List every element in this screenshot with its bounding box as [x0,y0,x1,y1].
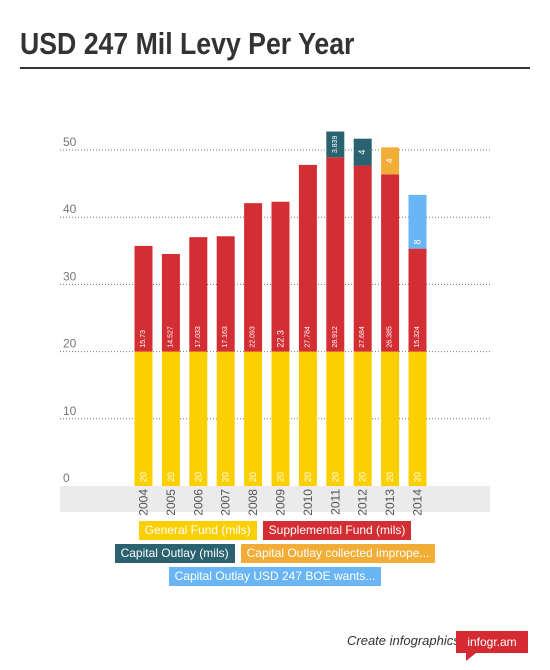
bar-value-label: 20 [221,472,231,482]
x-tick-label: 2009 [274,489,288,516]
bar-segment [216,236,235,352]
y-tick-label: 40 [63,202,77,216]
bar-segment [298,351,317,486]
bar-value-label: 20 [193,472,203,482]
x-tick-label: 2012 [356,489,370,516]
y-tick-label: 50 [63,135,77,149]
bar-segment [381,147,400,175]
y-tick-label: 20 [63,337,77,351]
bar-value-label: 22.3 [276,330,286,348]
bar-segment [134,351,153,486]
x-tick-label: 2007 [219,489,233,516]
bar-value-label: 4 [357,150,367,155]
chart-legend: General Fund (mils) Supplemental Fund (m… [0,521,550,590]
legend-row: Capital Outlay (mils) Capital Outlay col… [0,544,550,563]
bar-value-label: 14.527 [167,326,174,348]
chart-title: USD 247 Mil Levy Per Year [20,26,355,61]
bar-value-label: 20 [248,472,258,482]
x-tick-label: 2008 [246,489,260,516]
x-tick-label: 2010 [301,489,315,516]
x-axis-band [60,486,490,512]
bar-value-label: 27.784 [304,326,311,348]
bar-segment [353,351,372,486]
bar-segment [381,174,400,352]
brand-logo[interactable]: infogr.am [456,631,528,661]
footer-text[interactable]: Create infographics [347,633,460,648]
bar-segment [161,253,180,352]
y-tick-label: 0 [63,471,70,485]
x-tick-label: 2014 [411,489,425,516]
bar-value-label: 15.73 [140,330,147,348]
legend-item-capital-outlay-boe[interactable]: Capital Outlay USD 247 BOE wants... [168,567,382,586]
bar-value-label: 22.093 [250,326,257,348]
bar-segment [244,203,263,352]
bar-segment [353,138,372,166]
bar-segment [326,351,345,486]
bar-segment [244,351,263,486]
bar-value-label: 17.163 [222,326,229,348]
bar-value-label: 20 [303,472,313,482]
legend-row: General Fund (mils) Supplemental Fund (m… [0,521,550,540]
legend-row: Capital Outlay USD 247 BOE wants... [0,567,550,586]
x-tick-label: 2011 [328,489,342,515]
bar-segment [298,164,317,352]
legend-item-capital-outlay-collected[interactable]: Capital Outlay collected impropе... [240,544,436,563]
bar-segment [408,248,427,352]
bar-segment [408,351,427,486]
bar-value-label: 26.385 [387,326,394,348]
bar-segment [134,245,153,352]
bar-segment [271,201,290,352]
bar-value-label: 4 [384,158,394,163]
title-divider [20,67,530,69]
bar-value-label: 28.912 [332,326,339,348]
bar-segment [326,157,345,352]
bar-chart: 0 10 20 30 40 50 20 15.73 2004 20 14.527 2005 20 17.0… [60,131,490,516]
legend-item-supplemental-fund[interactable]: Supplemental Fund (mils) [262,521,412,540]
bar-value-label: 20 [385,472,395,482]
bar-value-label: 20 [330,472,340,482]
legend-item-capital-outlay[interactable]: Capital Outlay (mils) [114,544,235,563]
y-tick-label: 10 [63,404,77,418]
bar-segment [189,237,208,352]
bar-segment [189,351,208,486]
x-tick-label: 2005 [164,489,178,516]
bar-value-label: 20 [358,472,368,482]
bar-value-label: 20 [139,472,149,482]
bar-segment [326,131,345,158]
bar-segment [216,351,235,486]
bar-value-label: 20 [413,472,423,482]
bar-segment [381,351,400,486]
bar-value-label: 20 [166,472,176,482]
bar-value-label: 3.839 [332,136,339,154]
x-tick-label: 2013 [383,489,397,516]
x-tick-label: 2004 [137,489,151,516]
bar-segment [271,351,290,486]
bar-value-label: 20 [276,472,286,482]
bar-segment [161,351,180,486]
y-tick-label: 30 [63,269,77,283]
brand-tail-shape [466,653,476,661]
bar-value-label: 17.033 [195,326,202,348]
legend-item-general-fund[interactable]: General Fund (mils) [138,521,257,540]
bar-value-label: 15.324 [414,326,421,348]
brand-label[interactable]: infogr.am [456,631,528,653]
bar-value-label: 27.684 [359,326,366,348]
bar-segment [408,194,427,249]
x-tick-label: 2006 [191,489,205,516]
bar-segment [353,165,372,352]
bar-value-label: 8 [413,240,423,245]
